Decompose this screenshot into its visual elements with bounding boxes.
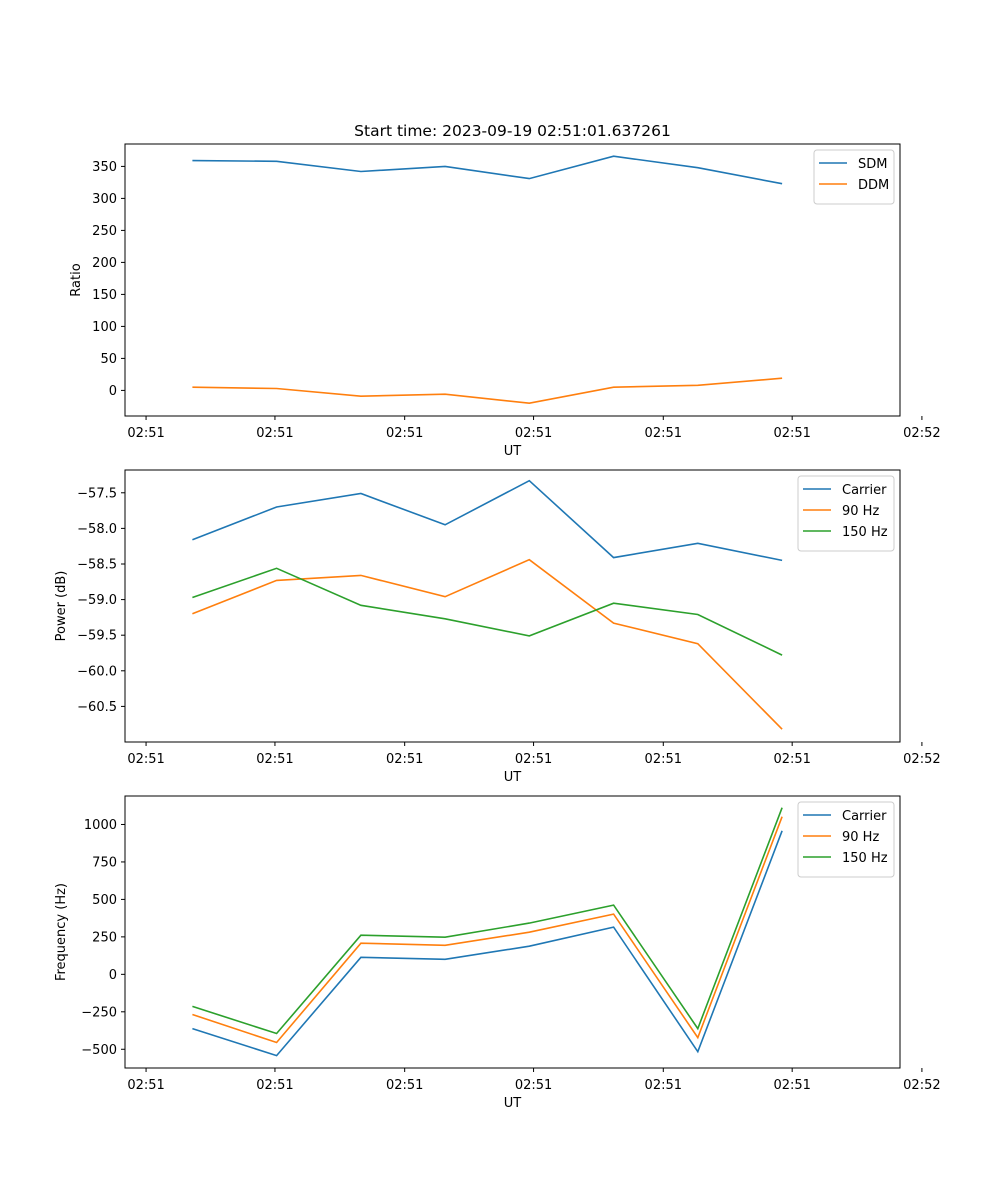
x-tick-label: 02:51 <box>127 752 164 767</box>
legend-label: Carrier <box>842 483 887 498</box>
y-tick-label: 200 <box>92 256 117 271</box>
y-tick-label: 750 <box>92 855 117 870</box>
frequency-chart: 02:51 02:51 02:51 02:51 02:51 02:51 02:52 −500 −… <box>54 795 941 1111</box>
frequency-series-150-hz <box>192 807 783 1035</box>
legend-label: SDM <box>858 157 887 172</box>
legend-box <box>797 475 895 552</box>
x-tick-label: 02:51 <box>256 1078 293 1093</box>
y-tick-label: −57.5 <box>77 486 117 501</box>
y-tick-label: 50 <box>100 352 117 367</box>
ratio-series-sdm <box>192 155 783 185</box>
y-tick-label: 350 <box>92 160 117 175</box>
x-tick-label: 02:51 <box>515 752 552 767</box>
x-tick-label: 02:51 <box>645 426 682 441</box>
x-tick-label: 02:51 <box>773 426 810 441</box>
x-tick-label: 02:51 <box>386 426 423 441</box>
frequency-series-90-hz <box>192 816 783 1044</box>
y-tick-label: −500 <box>81 1043 117 1058</box>
x-tick-label: 02:52 <box>903 1078 940 1093</box>
y-tick-label: 500 <box>92 893 117 908</box>
x-axis-label: UT <box>504 770 522 785</box>
y-axis-label: Power (dB) <box>54 571 69 642</box>
x-tick-label: 02:51 <box>515 426 552 441</box>
ratio-chart: 02:51 02:51 02:51 02:51 02:51 02:51 02:52 0 50 10… <box>69 143 941 459</box>
power-axes-frame <box>124 469 901 743</box>
x-tick-label: 02:52 <box>903 752 940 767</box>
x-tick-label: 02:51 <box>645 1078 682 1093</box>
y-tick-label: 0 <box>109 384 117 399</box>
y-axis-label: Ratio <box>69 263 84 296</box>
ratio-legend: SDM DDM <box>813 149 895 205</box>
y-tick-label: 1000 <box>84 818 117 833</box>
y-tick-label: −58.0 <box>77 522 117 537</box>
figure-title: Start time: 2023-09-19 02:51:01.637261 <box>354 122 671 140</box>
y-tick-label: −59.0 <box>77 593 117 608</box>
y-tick-label: 250 <box>92 224 117 239</box>
y-tick-label: −60.5 <box>77 700 117 715</box>
x-tick-label: 02:51 <box>127 426 164 441</box>
power-series-150-hz <box>192 567 783 656</box>
frequency-axes-frame <box>124 795 901 1069</box>
y-tick-label: −58.5 <box>77 557 117 572</box>
x-tick-label: 02:51 <box>386 752 423 767</box>
y-tick-label: −250 <box>81 1005 117 1020</box>
x-tick-label: 02:51 <box>256 426 293 441</box>
power-series-carrier <box>192 479 783 562</box>
x-tick-label: 02:52 <box>903 426 940 441</box>
x-tick-label: 02:51 <box>773 1078 810 1093</box>
power-legend: Carrier 90 Hz 150 Hz <box>797 475 895 552</box>
x-tick-label: 02:51 <box>773 752 810 767</box>
legend-label: 150 Hz <box>842 525 888 540</box>
x-tick-label: 02:51 <box>256 752 293 767</box>
ratio-series-ddm <box>192 377 783 405</box>
y-tick-label: 250 <box>92 930 117 945</box>
legend-label: Carrier <box>842 809 887 824</box>
x-tick-label: 02:51 <box>386 1078 423 1093</box>
x-tick-label: 02:51 <box>515 1078 552 1093</box>
frequency-series-carrier <box>192 830 783 1057</box>
x-tick-label: 02:51 <box>645 752 682 767</box>
y-tick-label: 100 <box>92 320 117 335</box>
y-tick-label: 0 <box>109 968 117 983</box>
power-series-90-hz <box>192 558 783 730</box>
y-tick-label: 150 <box>92 288 117 303</box>
x-axis-label: UT <box>504 1096 522 1111</box>
power-chart: 02:51 02:51 02:51 02:51 02:51 02:51 02:52 −57.5… <box>54 469 941 785</box>
legend-label: 150 Hz <box>842 851 888 866</box>
legend-box <box>797 801 895 878</box>
y-axis-label: Frequency (Hz) <box>54 883 69 981</box>
x-axis-label: UT <box>504 444 522 459</box>
legend-label: 90 Hz <box>842 830 879 845</box>
y-tick-label: −59.5 <box>77 629 117 644</box>
legend-label: DDM <box>858 178 889 193</box>
legend-label: 90 Hz <box>842 504 879 519</box>
frequency-legend: Carrier 90 Hz 150 Hz <box>797 801 895 878</box>
x-tick-label: 02:51 <box>127 1078 164 1093</box>
ratio-axes-frame <box>124 143 901 417</box>
y-tick-label: −60.0 <box>77 664 117 679</box>
y-tick-label: 300 <box>92 192 117 207</box>
